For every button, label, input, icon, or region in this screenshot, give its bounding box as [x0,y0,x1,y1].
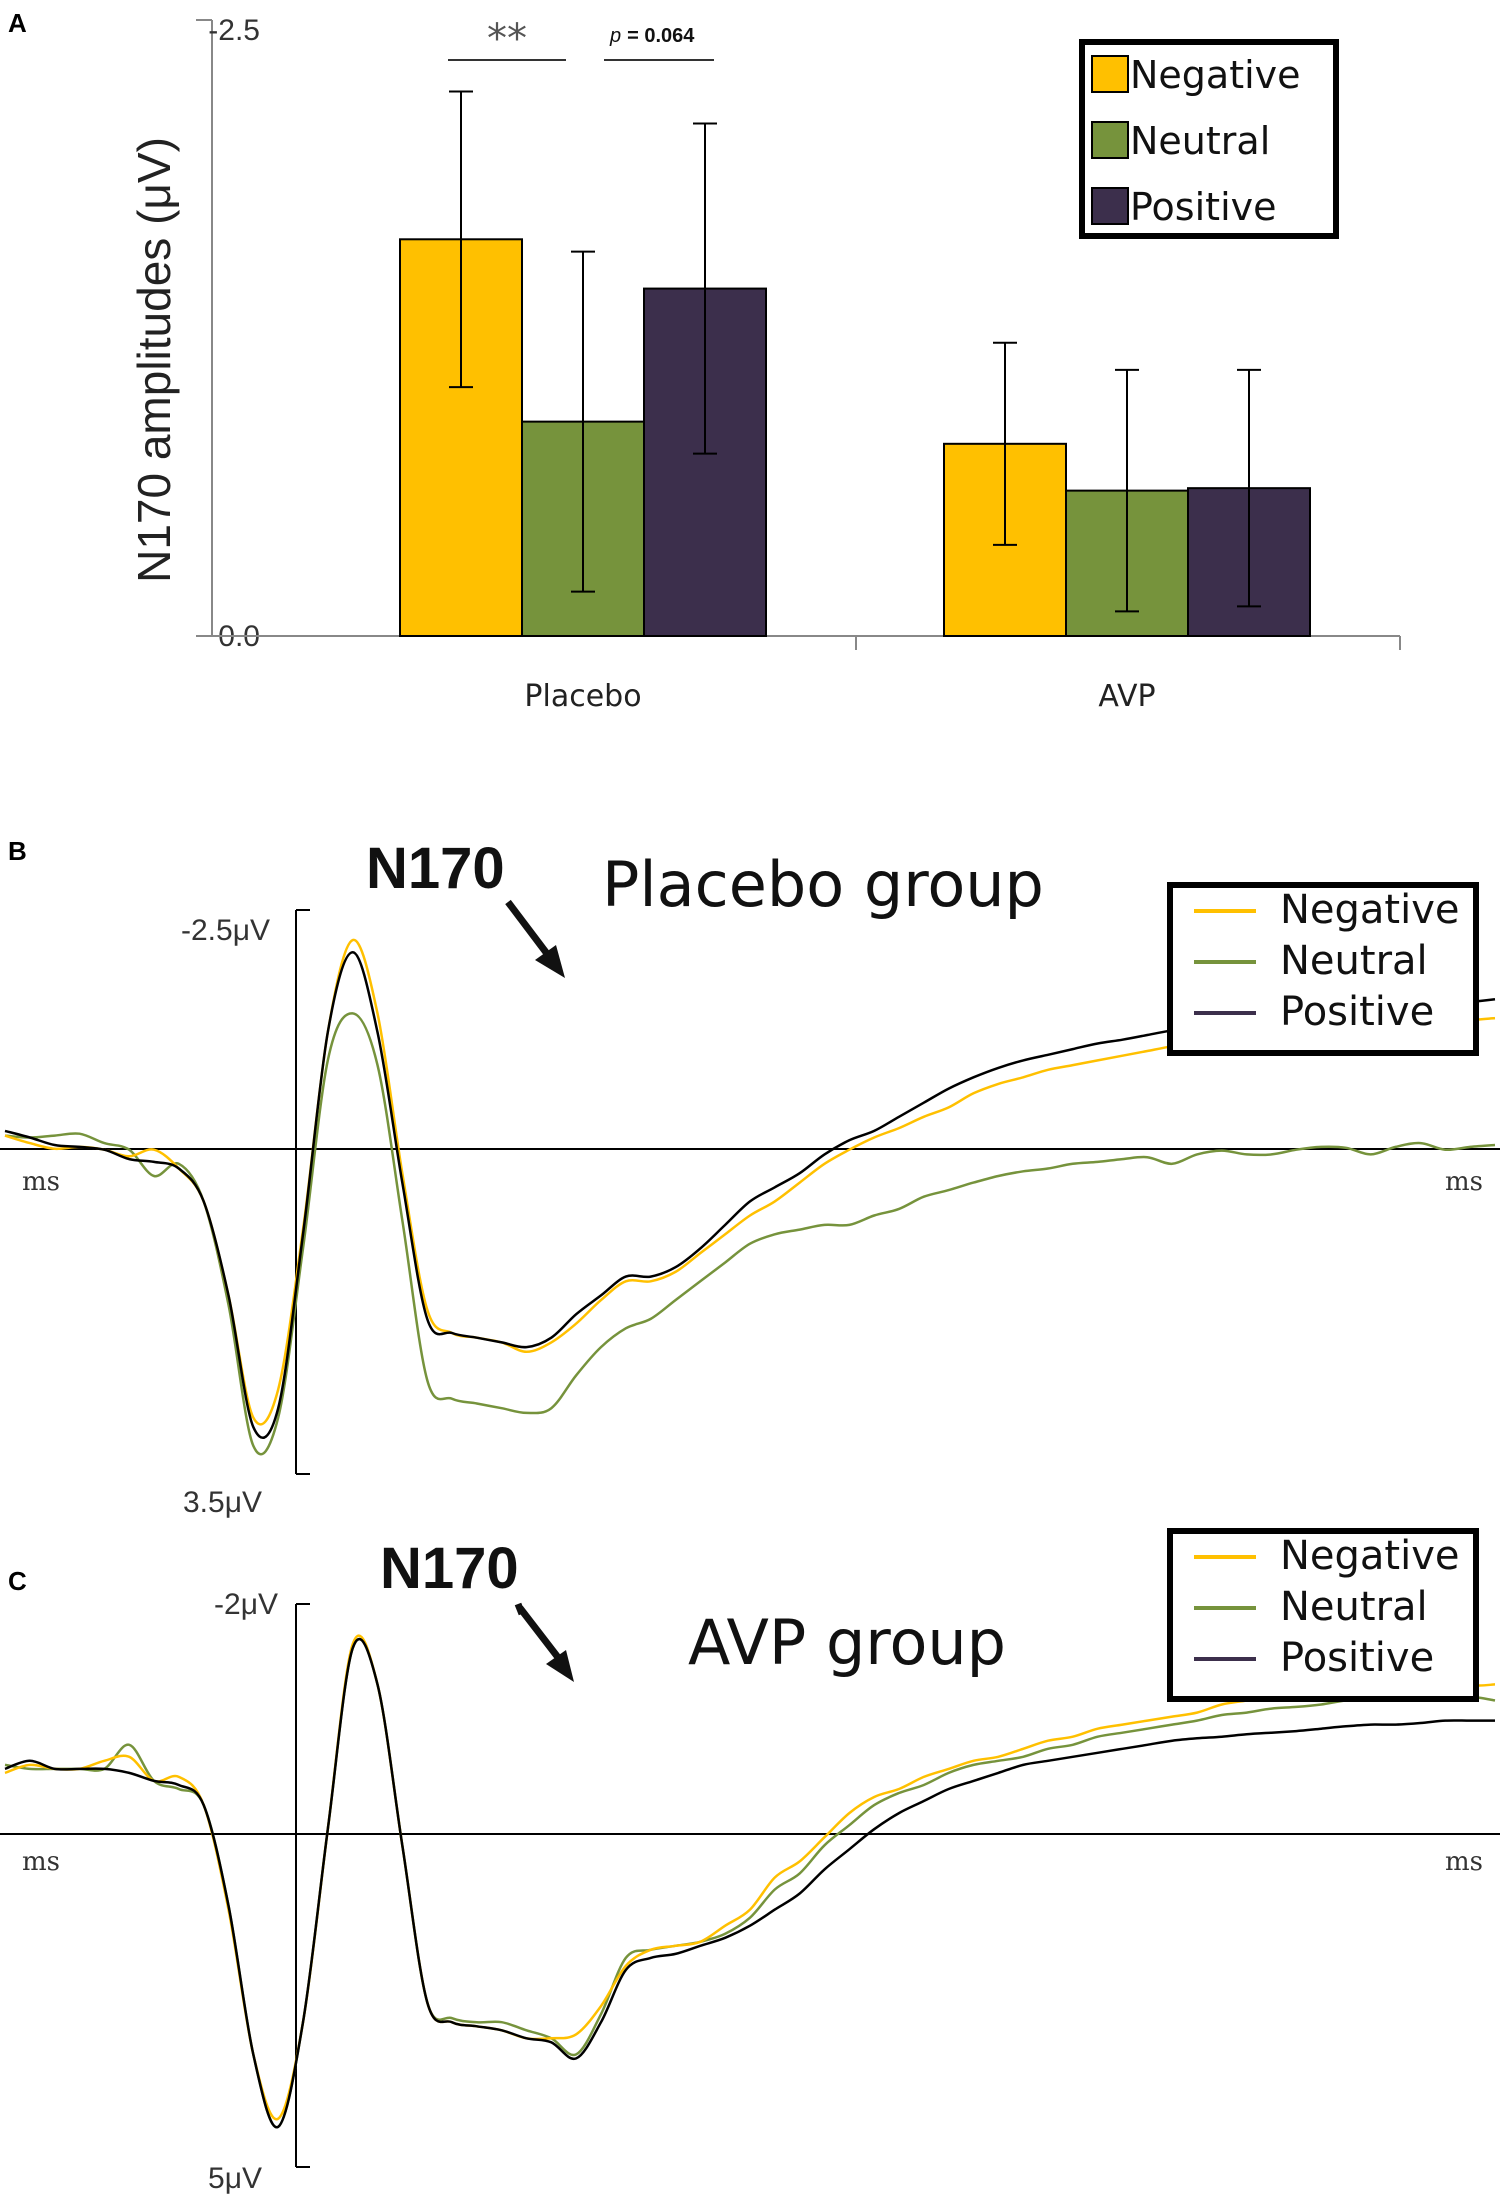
x-unit-left-c: ms [22,1847,60,1877]
sig-stars: ** [487,16,527,62]
legend-label-c-negative: Negative [1280,1533,1460,1579]
n170-label-c: N170 [380,1536,519,1601]
panel-label-c: C [8,1566,27,1596]
y-tick-label-top-b: -2.5μV [181,914,270,947]
n170-arrowhead-b [535,945,565,978]
x-unit-right-b: ms [1445,1167,1483,1197]
n170-arrow-shaft-b [505,899,551,958]
y-tick-label-top-c: -2μV [214,1588,278,1621]
legend-swatch-a-neutral [1091,121,1129,159]
p-value-number: = 0.064 [627,25,695,47]
legend-swatch-a-negative [1091,55,1129,93]
legend-label-c-positive: Positive [1280,1635,1434,1681]
y-tick-label-bottom-c: 5μV [208,2162,262,2195]
category-label-placebo: Placebo [524,679,641,714]
n170-arrow-shaft-c [517,1605,563,1663]
panel-c-erp-chart: N170 AVP group -2μV 5μV ms ms NegativeNe… [0,1528,1500,2195]
chart-title-c: AVP group [688,1606,1006,1679]
p-value-label: p = 0.064 [609,25,695,47]
legend-c: Negative Neutral Positive [1194,1533,1460,1681]
significance-annotations-a: ** p = 0.064 [448,16,714,62]
panel-b-erp-chart: N170 Placebo group -2.5μV 3.5μV ms ms Ne… [0,836,1500,1519]
chart-title-b: Placebo group [602,848,1044,921]
y-tick-label-bottom-b: 3.5μV [183,1486,262,1519]
p-value-symbol: p [609,25,621,47]
legend-label-b-negative: Negative [1280,887,1460,933]
panel-a-bar-chart: N170 amplitudes (μV) -2.5 0.0 Placebo AVP… [128,14,1401,714]
n170-label-b: N170 [366,836,505,901]
n170-arrowhead-c [546,1650,574,1682]
erp-lines-c [4,1634,1496,2129]
x-unit-left-b: ms [22,1167,60,1197]
legend-label-a-positive: Positive [1130,185,1277,229]
legend-label-b-positive: Positive [1280,989,1434,1035]
legend-swatch-a-positive [1091,187,1129,225]
panel-label-a: A [8,8,27,38]
category-label-avp: AVP [1098,679,1155,714]
legend-a: Negative Neutral Positive [1091,53,1301,229]
y-axis-label-a: N170 amplitudes (μV) [128,137,180,583]
panel-label-b: B [8,836,27,866]
legend-label-a-neutral: Neutral [1130,119,1270,163]
legend-b: Negative Neutral Positive [1194,887,1460,1035]
legend-label-c-neutral: Neutral [1280,1584,1428,1630]
y-tick-label-top-a: -2.5 [208,14,260,47]
legend-label-a-negative: Negative [1130,53,1301,97]
erp-line-b-neutral [4,1012,1496,1456]
erp-line-c-positive [4,1637,1495,2129]
category-labels-a: Placebo AVP [524,679,1155,714]
x-unit-right-c: ms [1445,1847,1483,1877]
erp-line-c-neutral [4,1637,1496,2129]
legend-label-b-neutral: Neutral [1280,938,1428,984]
bars-group-a [399,90,1311,638]
